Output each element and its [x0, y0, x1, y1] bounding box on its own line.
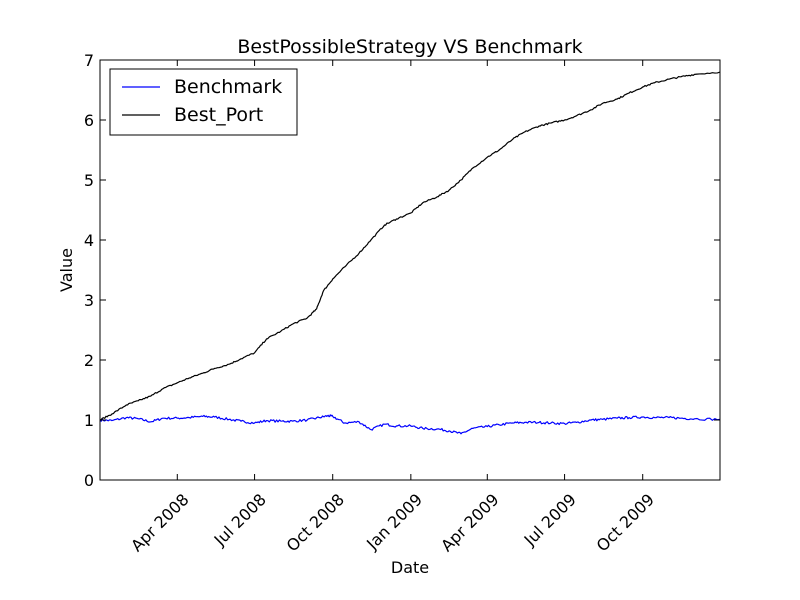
y-tick-label: 6 — [84, 111, 94, 130]
y-tick-label: 0 — [84, 471, 94, 490]
y-axis: 0 1 2 3 4 5 6 7 — [84, 51, 720, 490]
y-tick-label: 7 — [84, 51, 94, 70]
y-tick-label: 5 — [84, 171, 94, 190]
plot-frame — [99, 59, 721, 481]
chart-title: BestPossibleStrategy VS Benchmark — [237, 36, 582, 58]
series-layer — [99, 71, 721, 435]
y-axis-label: Value — [57, 248, 76, 292]
series-line-best-port — [99, 71, 721, 421]
legend-box — [109, 68, 298, 136]
x-axis-label: Date — [391, 558, 429, 577]
y-tick-label: 4 — [84, 231, 94, 250]
y-tick-label: 3 — [84, 291, 94, 310]
y-tick-label: 1 — [84, 411, 94, 430]
legend-label-best-port: Best_Port — [174, 104, 263, 126]
y-tick-label: 2 — [84, 351, 94, 370]
legend: Benchmark Best_Port — [109, 68, 298, 136]
series-line-benchmark — [99, 414, 721, 435]
legend-label-benchmark: Benchmark — [174, 76, 282, 98]
